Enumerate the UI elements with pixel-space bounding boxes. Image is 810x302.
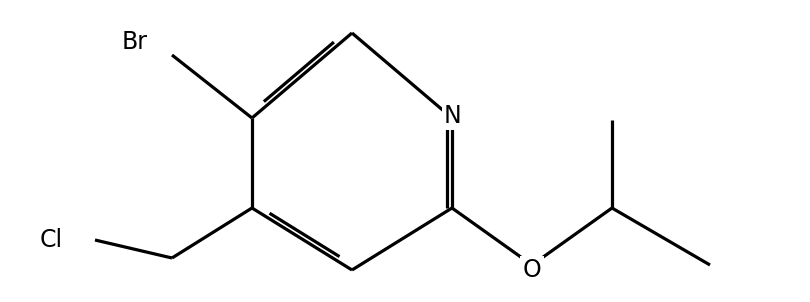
Text: O: O bbox=[522, 258, 541, 282]
Text: Br: Br bbox=[122, 30, 148, 54]
Text: Cl: Cl bbox=[40, 228, 63, 252]
Text: N: N bbox=[444, 104, 462, 128]
